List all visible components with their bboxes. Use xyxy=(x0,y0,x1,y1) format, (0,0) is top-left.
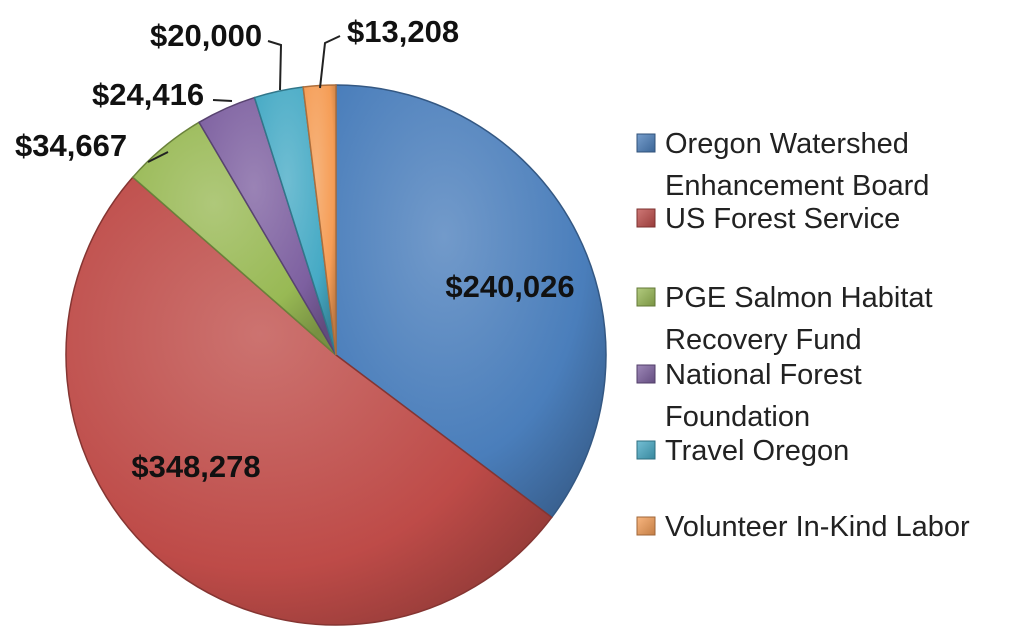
data-label-us-forest-service: $348,278 xyxy=(131,449,260,484)
legend-swatch-national-forest-foundation xyxy=(636,364,656,384)
legend-label-oregon-watershed-enhancement-board-line-2: Enhancement Board xyxy=(665,170,929,202)
legend-label-pge-salmon-habitat-recovery-fund-line-2: Recovery Fund xyxy=(665,324,862,356)
legend-item-travel-oregon: Travel Oregon xyxy=(636,435,849,467)
legend-swatch-volunteer-in-kind-labor xyxy=(636,516,656,536)
leader-line-volunteer-in-kind-labor xyxy=(319,35,341,89)
data-labels: $240,026 $348,278 $34,667 $24,416 $20,000 $13… xyxy=(15,14,575,484)
data-label-national-forest-foundation: $24,416 xyxy=(92,77,204,112)
legend-item-us-forest-service: US Forest Service xyxy=(636,203,900,235)
legend-item-national-forest-foundation: National Forest Foundation xyxy=(636,359,862,433)
data-label-volunteer-in-kind-labor: $13,208 xyxy=(347,14,459,49)
legend-item-oregon-watershed-enhancement-board: Oregon Watershed Enhancement Board xyxy=(636,128,929,202)
legend-swatch-oregon-watershed-enhancement-board xyxy=(636,133,656,153)
legend-label-us-forest-service: US Forest Service xyxy=(665,203,900,235)
legend-swatch-us-forest-service xyxy=(636,208,656,228)
pie-slice-oregon-watershed-enhancement-board xyxy=(335,84,607,519)
legend-label-national-forest-foundation-line-2: Foundation xyxy=(665,401,810,433)
data-label-travel-oregon: $20,000 xyxy=(150,18,262,53)
legend-label-volunteer-in-kind-labor: Volunteer In-Kind Labor xyxy=(665,511,970,543)
legend-item-pge-salmon-habitat-recovery-fund: PGE Salmon Habitat Recovery Fund xyxy=(636,282,933,356)
pie-slices xyxy=(65,84,607,626)
legend-label-travel-oregon: Travel Oregon xyxy=(665,435,849,467)
pie-slice-us-forest-service xyxy=(65,176,553,626)
leader-line-national-forest-foundation xyxy=(212,99,233,102)
leader-line-pge-salmon-habitat-recovery-fund xyxy=(147,151,169,163)
legend-swatch-pge-salmon-habitat-recovery-fund xyxy=(636,287,656,307)
legend-swatch-travel-oregon xyxy=(636,440,656,460)
leader-lines xyxy=(147,35,341,163)
legend-item-volunteer-in-kind-labor: Volunteer In-Kind Labor xyxy=(636,511,970,543)
legend-label-oregon-watershed-enhancement-board: Oregon Watershed xyxy=(665,128,909,160)
legend-label-pge-salmon-habitat-recovery-fund: PGE Salmon Habitat xyxy=(665,282,933,314)
data-label-pge-salmon-habitat-recovery-fund: $34,667 xyxy=(15,128,127,163)
leader-line-travel-oregon xyxy=(267,40,283,91)
legend-label-national-forest-foundation: National Forest xyxy=(665,359,862,391)
data-label-oregon-watershed-enhancement-board: $240,026 xyxy=(445,269,574,304)
